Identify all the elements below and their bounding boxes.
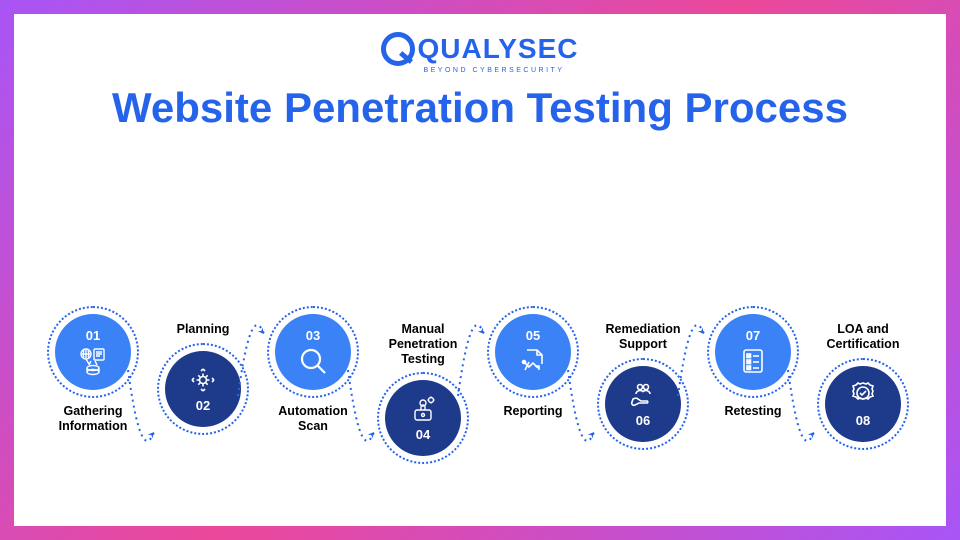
- step-05: 05 Reporting: [480, 306, 586, 419]
- step-circle: 05: [487, 306, 579, 398]
- step-07: 07 Retesting: [700, 306, 806, 419]
- step-circle: 02: [157, 343, 249, 435]
- step-08: LOA and Certification 08: [810, 322, 916, 450]
- step-label: Remediation Support: [605, 322, 680, 352]
- support-icon: [628, 380, 658, 410]
- planning-icon: [188, 365, 218, 395]
- step-label: LOA and Certification: [827, 322, 900, 352]
- manual-icon: [408, 394, 438, 424]
- step-06: Remediation Support 06: [590, 322, 696, 450]
- step-number: 06: [636, 413, 650, 428]
- step-circle: 08: [817, 358, 909, 450]
- checklist-icon: [738, 346, 768, 376]
- step-number: 03: [306, 328, 320, 343]
- step-circle: 01: [47, 306, 139, 398]
- step-04: Manual Penetration Testing 04: [370, 322, 476, 464]
- step-number: 05: [526, 328, 540, 343]
- logo-tagline: BEYOND CYBERSECURITY: [423, 67, 564, 74]
- step-01: 01 Gathering Information: [40, 306, 146, 434]
- step-label: Planning: [177, 322, 230, 337]
- step-02: Planning 02: [150, 322, 256, 435]
- step-number: 08: [856, 413, 870, 428]
- brand-logo: QUALYSEC BEYOND CYBERSECURITY: [381, 32, 578, 74]
- step-label: Gathering Information: [59, 404, 128, 434]
- process-chain: 01 Gathering Information Planning 02 03 Autom…: [36, 246, 924, 506]
- step-label: Retesting: [725, 404, 782, 419]
- logo-name: QUALYSEC: [417, 33, 578, 65]
- magnify-icon: [298, 346, 328, 376]
- step-label: Manual Penetration Testing: [389, 322, 458, 366]
- step-number: 07: [746, 328, 760, 343]
- page-title: Website Penetration Testing Process: [112, 84, 848, 131]
- step-number: 01: [86, 328, 100, 343]
- step-circle: 06: [597, 358, 689, 450]
- step-label: Reporting: [503, 404, 562, 419]
- step-03: 03 Automation Scan: [260, 306, 366, 434]
- step-circle: 03: [267, 306, 359, 398]
- step-label: Automation Scan: [278, 404, 347, 434]
- step-number: 04: [416, 427, 430, 442]
- logo-q-icon: [381, 32, 415, 66]
- step-number: 02: [196, 398, 210, 413]
- gather-icon: [78, 346, 108, 376]
- report-icon: [518, 346, 548, 376]
- cert-icon: [848, 380, 878, 410]
- step-circle: 07: [707, 306, 799, 398]
- step-circle: 04: [377, 372, 469, 464]
